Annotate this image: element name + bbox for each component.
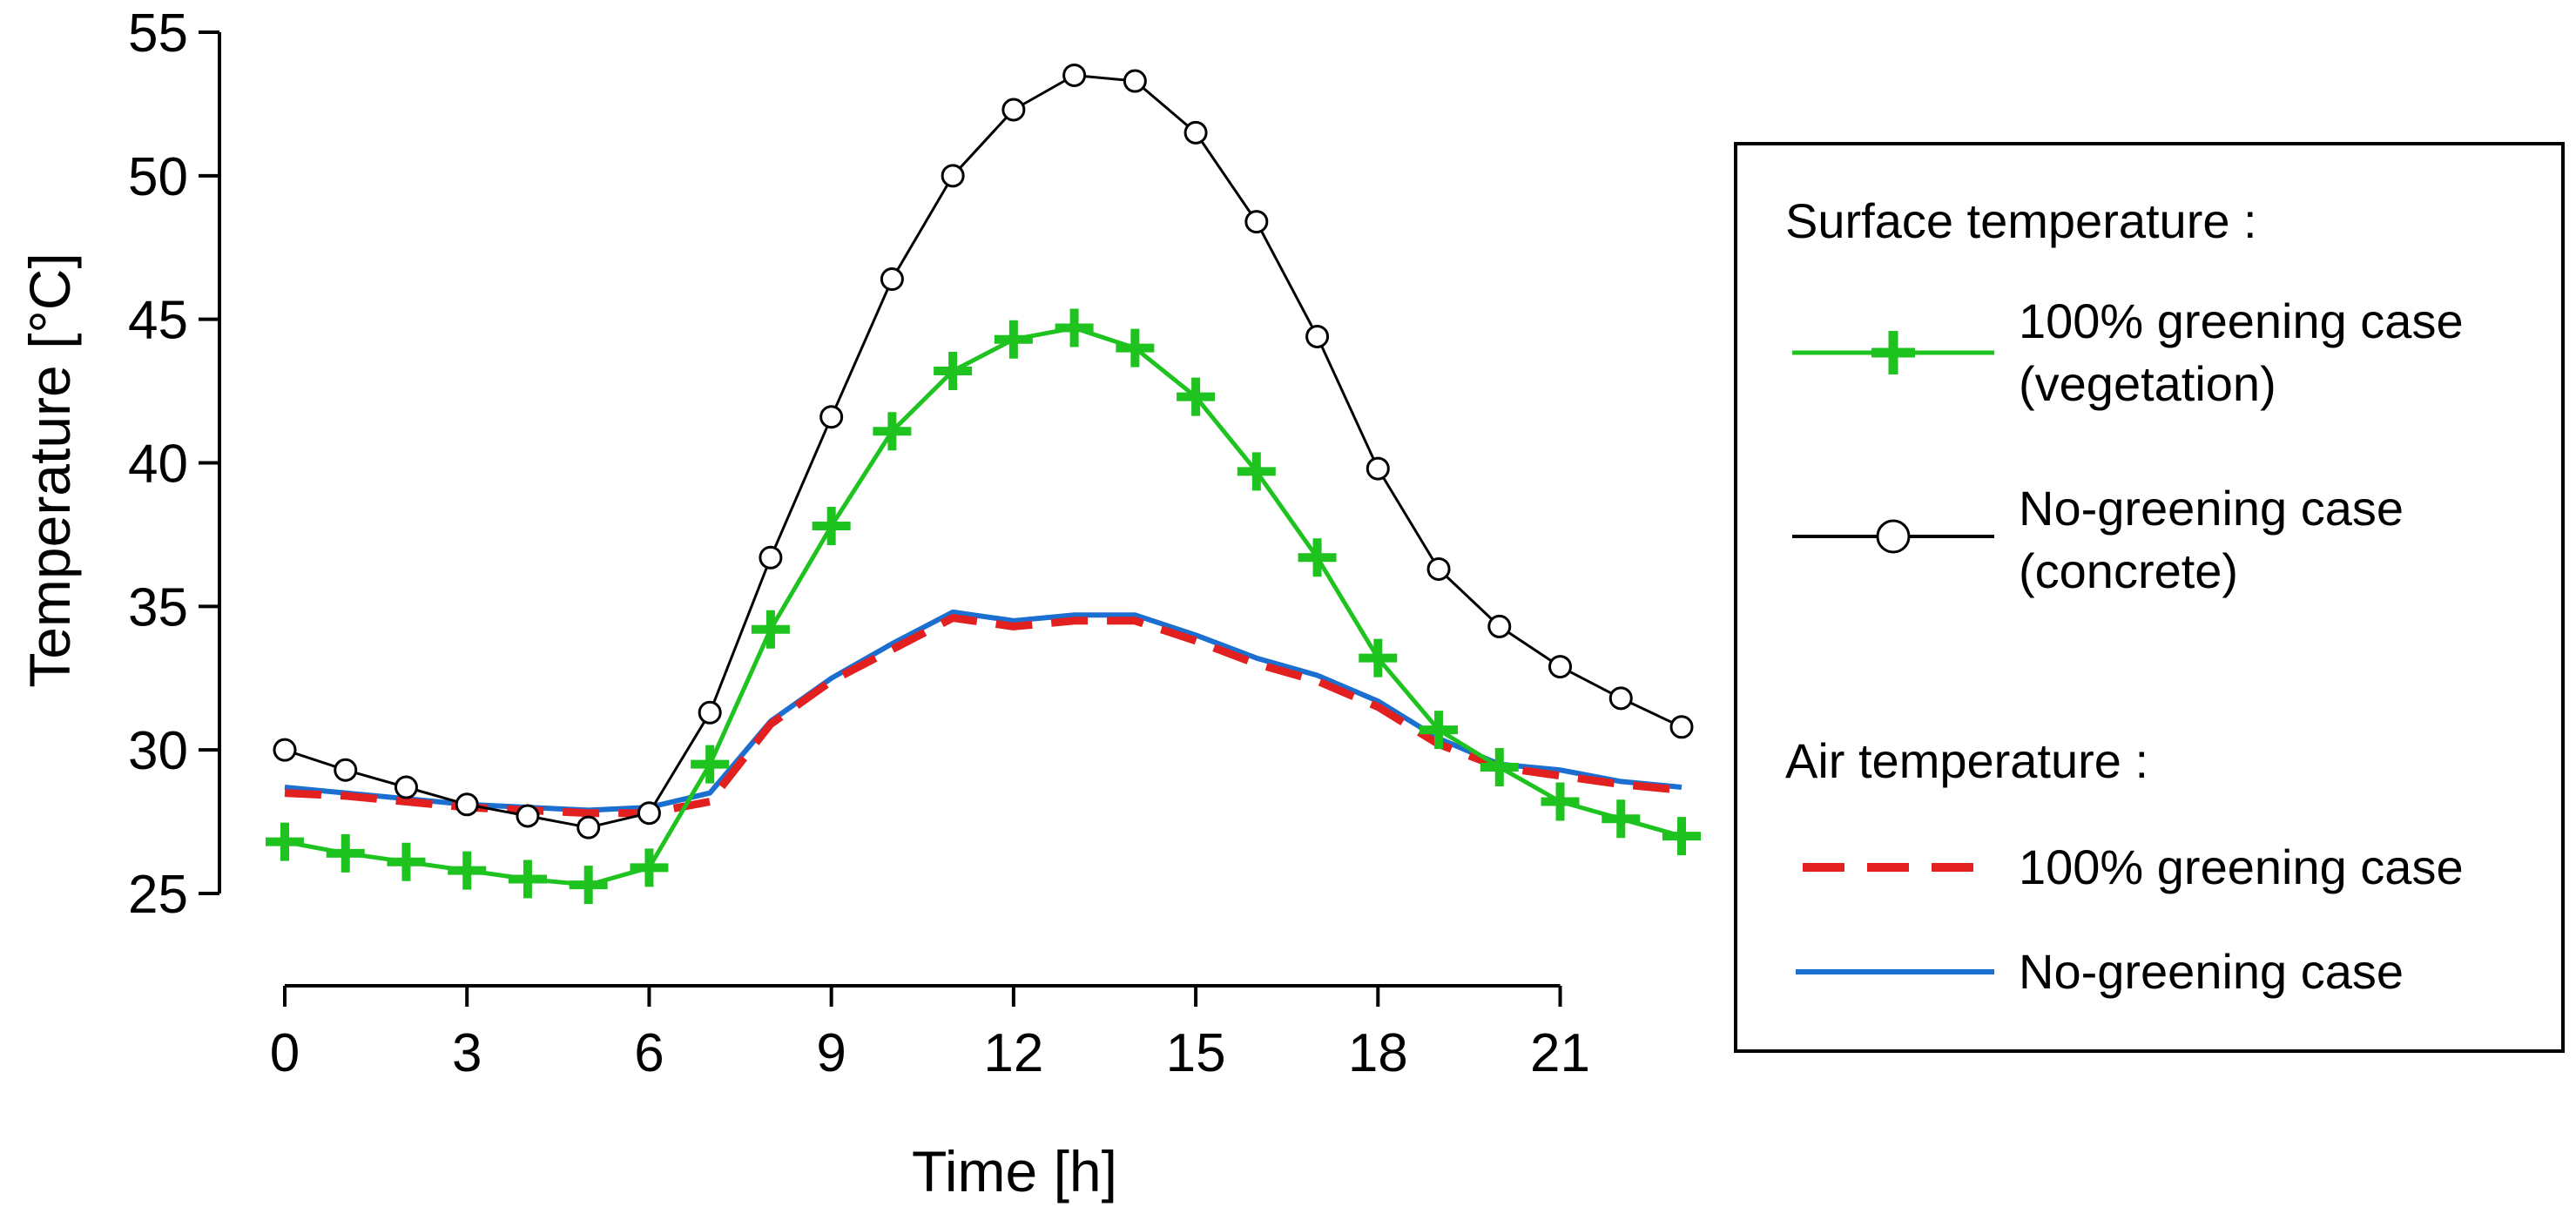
data-point-circle xyxy=(1183,120,1208,145)
data-point-plus xyxy=(1662,817,1701,856)
data-point-circle xyxy=(455,792,479,817)
legend-entry-surface-concrete: No-greening case (concrete) xyxy=(1792,481,2404,598)
data-point-plus xyxy=(1237,452,1276,491)
data-point-plus xyxy=(266,822,304,861)
y-tick-label: 45 xyxy=(128,291,188,351)
data-point-circle xyxy=(1487,614,1512,638)
y-tick-label: 30 xyxy=(128,721,188,781)
data-point-plus xyxy=(1177,377,1216,416)
legend-entry-air-greening: 100% greening case xyxy=(1803,839,2464,894)
data-point-circle xyxy=(759,545,783,570)
legend: Surface temperature : 100% greening case… xyxy=(1734,142,2565,1053)
data-point-plus xyxy=(630,848,669,887)
data-point-plus xyxy=(1602,799,1641,839)
series-line xyxy=(284,609,1682,813)
legend-box xyxy=(1734,142,2565,1053)
data-point-circle xyxy=(1608,686,1633,711)
y-tick-label: 50 xyxy=(128,147,188,207)
legend-label-surface-concrete-line2: (concrete) xyxy=(2019,543,2238,598)
series-0 xyxy=(266,308,1701,905)
x-tick-label: 6 xyxy=(634,1023,664,1083)
series-2 xyxy=(284,614,1682,818)
legend-entry-air-nogreening: No-greening case xyxy=(1796,944,2404,999)
data-point-plus xyxy=(751,610,790,649)
data-point-plus xyxy=(691,745,730,784)
y-axis: 25 30 35 40 45 50 55 xyxy=(128,3,221,925)
x-tick-label: 3 xyxy=(452,1023,482,1083)
data-point-plus xyxy=(1480,747,1519,786)
series-1 xyxy=(273,63,1694,839)
x-tick-label: 18 xyxy=(1348,1023,1408,1083)
data-point-circle xyxy=(637,801,661,826)
data-point-circle xyxy=(1123,69,1147,93)
data-point-plus xyxy=(326,833,365,873)
data-point-circle xyxy=(1366,456,1390,481)
data-point-circle xyxy=(1426,556,1451,581)
legend-circle-marker xyxy=(1876,519,1911,554)
legend-label-surface-concrete-line1: No-greening case xyxy=(2019,481,2404,536)
legend-label-surface-greening-line1: 100% greening case xyxy=(2019,293,2464,348)
y-tick-label: 35 xyxy=(128,577,188,637)
data-point-plus xyxy=(569,866,608,905)
data-point-plus xyxy=(1298,538,1337,577)
data-point-circle xyxy=(273,738,297,762)
data-point-plus xyxy=(1055,308,1094,347)
x-tick-label: 21 xyxy=(1530,1023,1590,1083)
series-3 xyxy=(284,609,1682,813)
data-point-circle xyxy=(1305,324,1330,348)
series-line xyxy=(284,74,1682,829)
data-point-circle xyxy=(1244,210,1269,234)
data-point-circle xyxy=(394,775,418,799)
data-point-circle xyxy=(880,267,904,292)
series-layer xyxy=(266,63,1701,905)
y-axis-title: Temperature [°C] xyxy=(17,253,82,688)
x-tick-label: 15 xyxy=(1166,1023,1226,1083)
data-point-plus xyxy=(508,860,547,899)
data-point-plus xyxy=(994,320,1033,359)
data-point-plus xyxy=(387,842,426,881)
series-line xyxy=(284,326,1682,887)
data-point-plus xyxy=(1116,328,1155,367)
x-axis: 0 3 6 9 12 15 18 21 xyxy=(270,984,1590,1083)
data-point-circle xyxy=(1062,63,1087,87)
data-point-plus xyxy=(1541,782,1580,821)
data-point-plus xyxy=(1419,711,1459,750)
data-point-circle xyxy=(1001,98,1026,122)
x-axis-title: Time [h] xyxy=(912,1139,1117,1203)
legend-label-air-nogreening: No-greening case xyxy=(2019,944,2404,999)
data-point-circle xyxy=(516,804,540,828)
legend-plus-marker xyxy=(1871,331,1915,374)
legend-heading-air: Air temperature : xyxy=(1785,733,2148,788)
legend-entry-surface-greening: 100% greening case (vegetation) xyxy=(1792,293,2464,411)
y-tick-label: 55 xyxy=(128,3,188,64)
data-point-plus xyxy=(934,352,973,391)
data-point-circle xyxy=(334,758,358,782)
data-point-plus xyxy=(873,412,912,451)
data-point-circle xyxy=(698,700,722,725)
y-tick-label: 40 xyxy=(128,435,188,495)
legend-heading-surface: Surface temperature : xyxy=(1785,193,2257,248)
data-point-circle xyxy=(1548,655,1573,679)
data-point-plus xyxy=(812,507,851,546)
data-point-circle xyxy=(1669,715,1694,739)
data-point-circle xyxy=(819,405,844,429)
x-tick-label: 9 xyxy=(816,1023,846,1083)
data-point-circle xyxy=(941,164,965,188)
y-tick-label: 25 xyxy=(128,865,188,925)
x-tick-label: 0 xyxy=(270,1023,300,1083)
x-tick-label: 12 xyxy=(983,1023,1043,1083)
legend-label-surface-greening-line2: (vegetation) xyxy=(2019,356,2276,411)
legend-label-air-greening: 100% greening case xyxy=(2019,839,2464,894)
series-line xyxy=(284,614,1682,818)
data-point-plus xyxy=(1359,638,1398,678)
data-point-plus xyxy=(448,851,487,890)
data-point-circle xyxy=(577,815,601,839)
